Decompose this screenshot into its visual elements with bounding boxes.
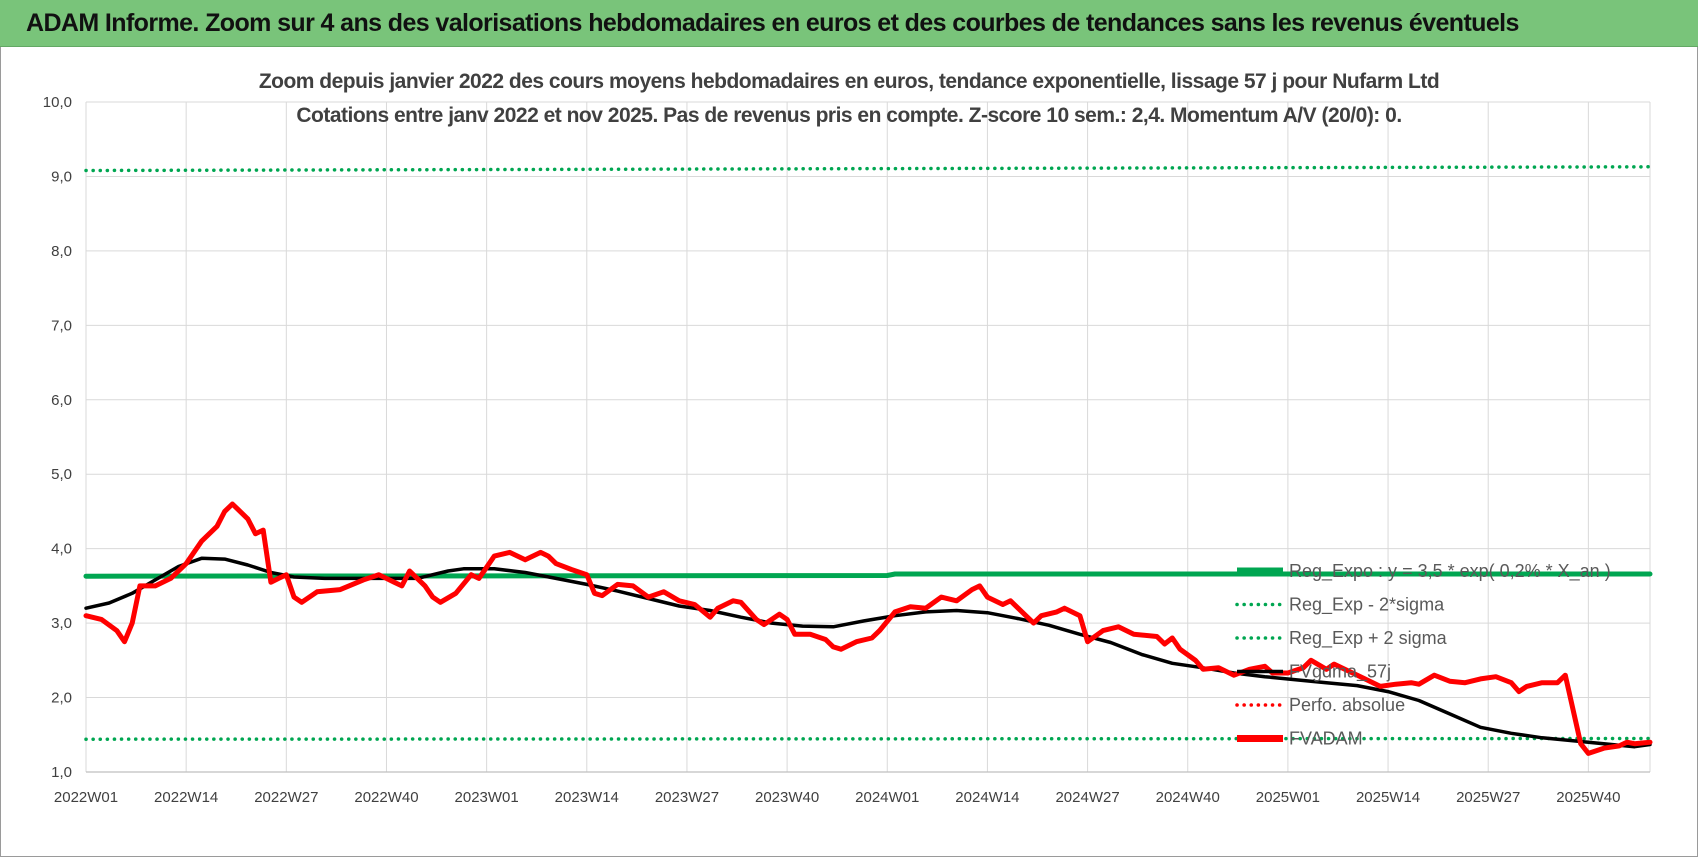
y-tick-label: 8,0	[51, 243, 72, 260]
x-tick-label: 2024W14	[955, 789, 1019, 806]
y-tick-label: 3,0	[51, 615, 72, 632]
x-tick-label: 2024W27	[1055, 789, 1119, 806]
y-tick-label: 7,0	[51, 317, 72, 334]
series-line-2	[84, 165, 1652, 173]
x-tick-label: 2024W01	[855, 789, 919, 806]
x-tick-label: 2023W27	[655, 789, 719, 806]
y-tick-label: 6,0	[51, 392, 72, 409]
x-tick-label: 2025W01	[1256, 789, 1320, 806]
y-tick-label: 10,0	[43, 94, 72, 111]
y-tick-label: 4,0	[51, 541, 72, 558]
x-tick-label: 2025W27	[1456, 789, 1520, 806]
y-tick-label: 1,0	[51, 764, 72, 781]
series-lines	[83, 165, 1653, 756]
chart-subtitle: Cotations entre janv 2022 et nov 2025. P…	[296, 104, 1402, 127]
x-tick-label: 2022W40	[354, 789, 418, 806]
x-tick-label: 2023W01	[455, 789, 519, 806]
x-axis-ticks: 2022W01 2022W14 2022W27 2022W40 2023W01 2023W…	[54, 789, 1621, 806]
x-tick-label: 2023W14	[555, 789, 619, 806]
gridlines	[85, 101, 1651, 773]
legend-entry: Reg_Expo : y = 3,5 * exp( 0,2% * X_an )	[1289, 561, 1611, 582]
legend-entry: FVADAM	[1289, 729, 1363, 749]
legend-entry: Reg_Exp - 2*sigma	[1289, 595, 1445, 616]
legend-entry: FVgdma_57j	[1289, 662, 1391, 683]
chart-title: Zoom depuis janvier 2022 des cours moyen…	[258, 70, 1440, 93]
x-tick-label: 2024W40	[1156, 789, 1220, 806]
series-line-5	[83, 501, 1653, 756]
report-title: ADAM Informe. Zoom sur 4 ans des valoris…	[26, 9, 1519, 37]
legend: Reg_Expo : y = 3,5 * exp( 0,2% * X_an ) R…	[1235, 561, 1611, 749]
x-tick-label: 2022W27	[254, 789, 318, 806]
x-tick-label: 2025W14	[1356, 789, 1420, 806]
legend-entry: Reg_Exp + 2 sigma	[1289, 628, 1448, 649]
y-tick-label: 9,0	[51, 168, 72, 185]
x-tick-label: 2023W40	[755, 789, 819, 806]
series-line-3	[84, 556, 1652, 749]
legend-entry: Perfo. absolue	[1289, 695, 1405, 715]
report-banner: ADAM Informe. Zoom sur 4 ans des valoris…	[0, 0, 1698, 47]
x-tick-label: 2022W01	[54, 789, 118, 806]
y-axis-ticks: 1,0 2,0 3,0 4,0 5,0 6,0 7,0 8,0 9,0 10,0	[43, 94, 72, 781]
series-line-1	[84, 736, 1652, 741]
x-tick-label: 2025W40	[1556, 789, 1620, 806]
x-tick-label: 2022W14	[154, 789, 218, 806]
y-tick-label: 2,0	[51, 690, 72, 707]
y-tick-label: 5,0	[51, 466, 72, 483]
